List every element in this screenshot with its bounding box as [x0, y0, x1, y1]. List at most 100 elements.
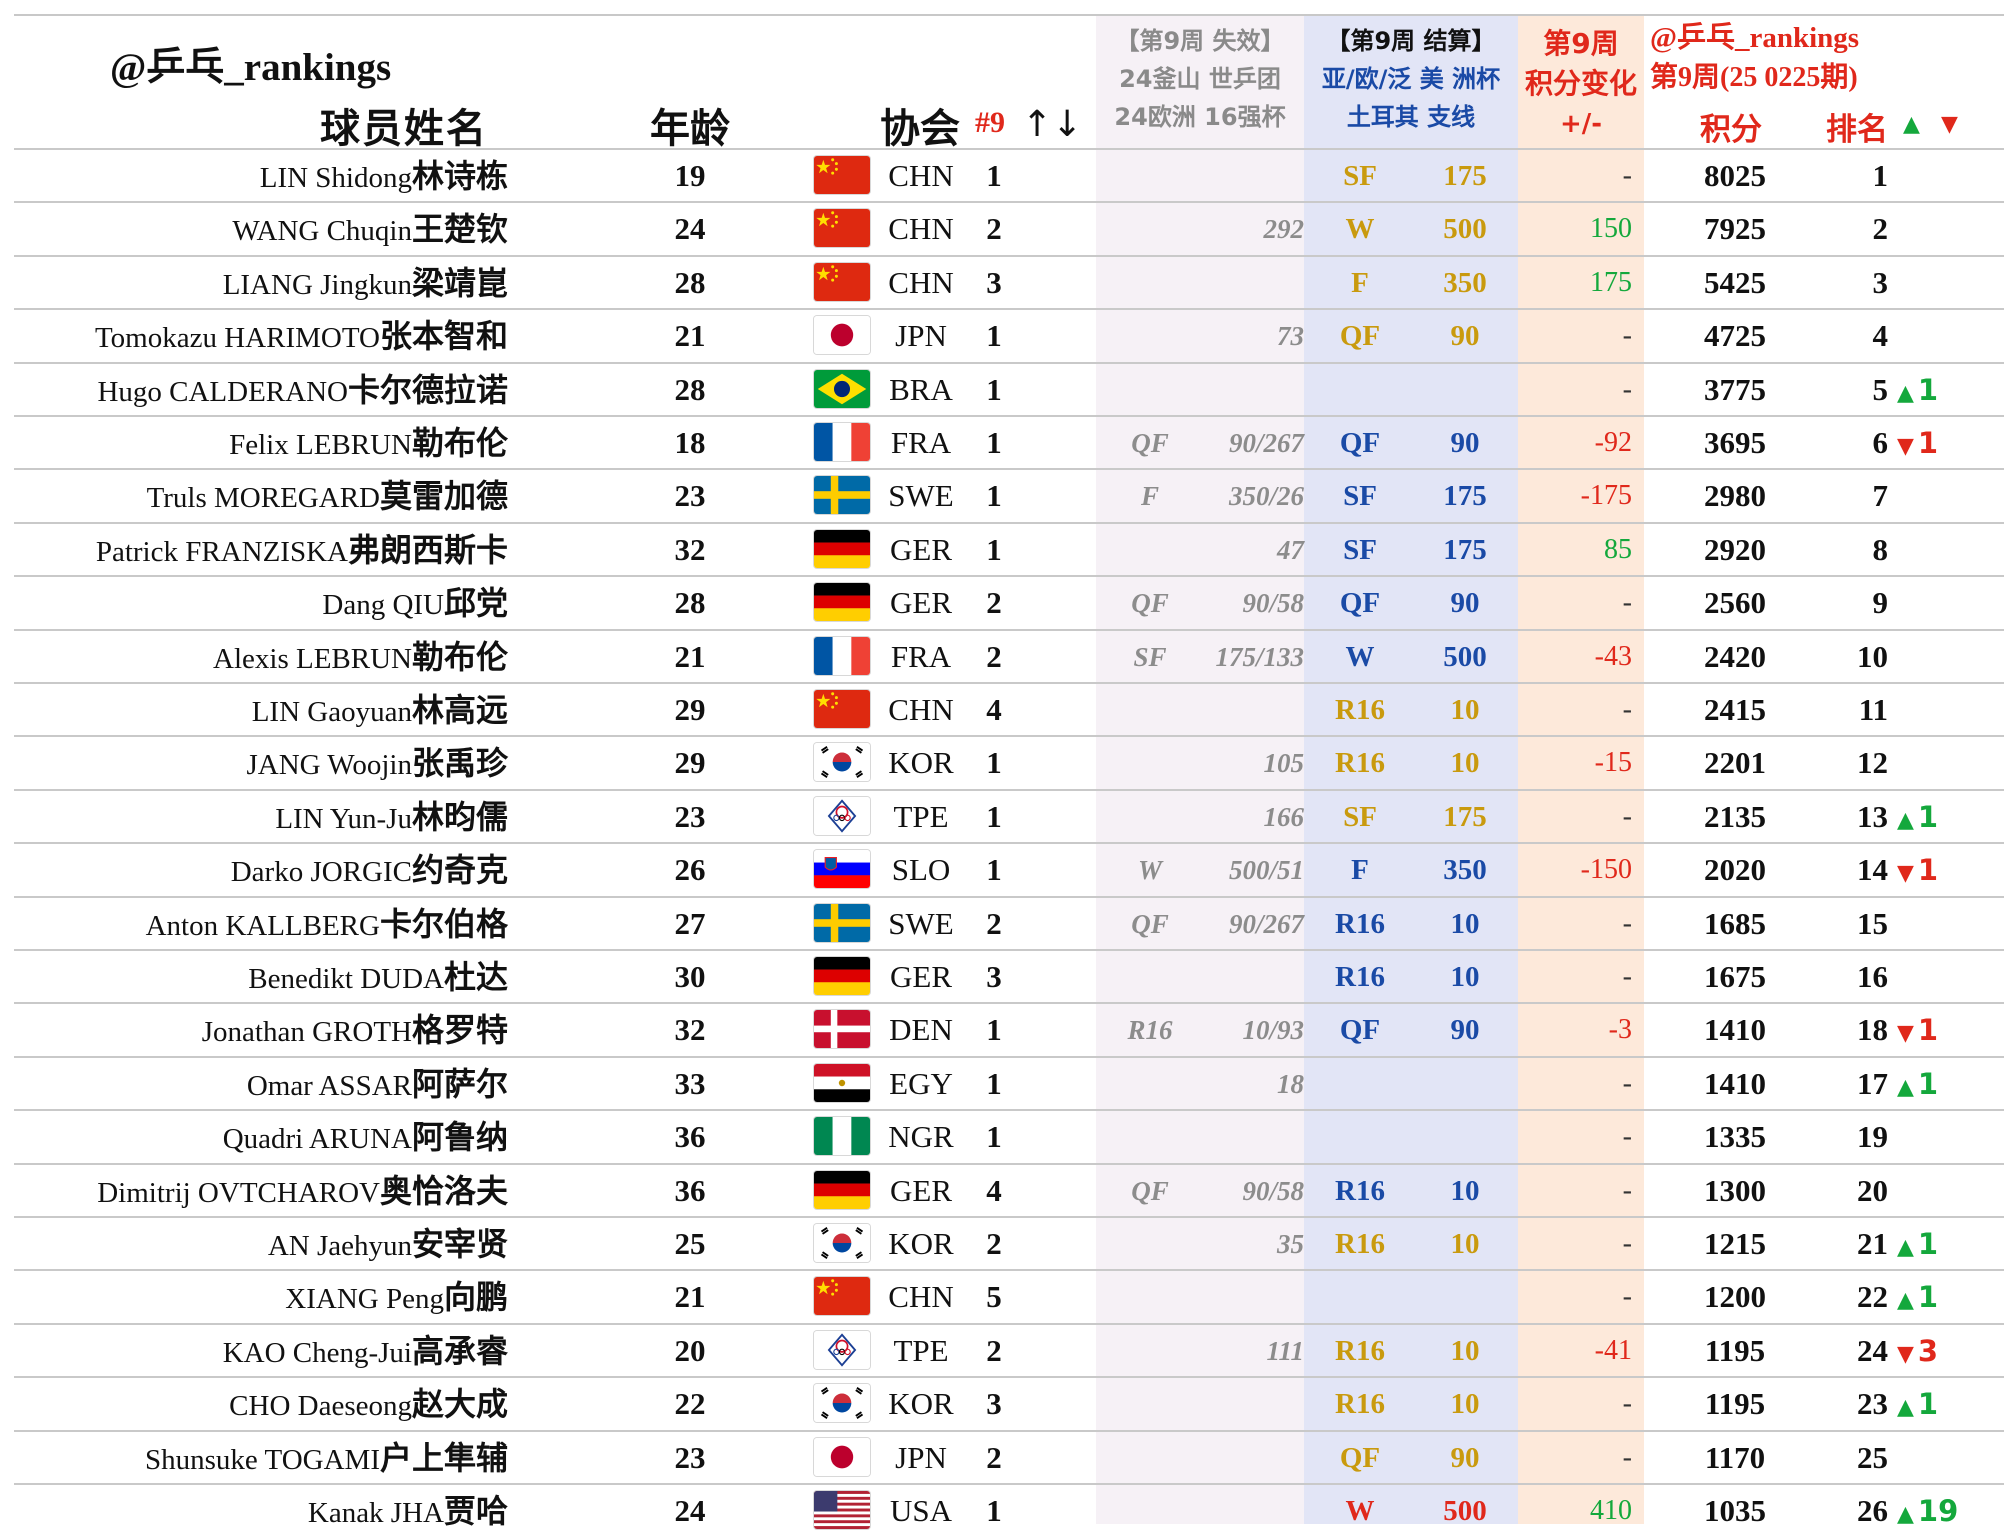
- sort-arrows-icon[interactable]: ↑↓: [1022, 104, 1083, 145]
- expired-points: [1188, 1436, 1304, 1480]
- table-row[interactable]: LIN Shidong林诗栋 19 CHN 1 SF 175 - 8025 1: [0, 148, 2015, 201]
- association-rank: 1: [986, 531, 1002, 567]
- tpe-flag-icon: [814, 1330, 870, 1369]
- settled-points: 10: [1450, 1334, 1480, 1367]
- total-points: 3695: [1704, 425, 1766, 460]
- table-row[interactable]: LIN Gaoyuan林高远 29 CHN 4 R16 10 - 2415 11: [0, 682, 2015, 735]
- player-name: Darko JORGIC约奇克: [231, 848, 508, 892]
- settled-round: W: [1345, 1495, 1375, 1527]
- total-points: 1675: [1704, 959, 1766, 994]
- total-points: 8025: [1704, 158, 1766, 193]
- player-age: 26: [674, 852, 706, 888]
- table-row[interactable]: Alexis LEBRUN勒布伦 21 FRA 2 SF 175/133 W 500 -43 24…: [0, 628, 2015, 682]
- rank-movement: ▲ 1: [1897, 368, 1997, 412]
- expired-points: 90/58: [1242, 1175, 1304, 1206]
- expired-points: 10/93: [1242, 1015, 1304, 1046]
- rank-movement-count: 1: [1917, 372, 1939, 407]
- expired-round: QF: [1131, 428, 1169, 458]
- player-age: 22: [674, 1386, 706, 1422]
- table-row[interactable]: Omar ASSAR阿萨尔 33 EGY 1 18-1410 17 ▲ 1: [0, 1055, 2015, 1109]
- table-row[interactable]: LIN Yun-Ju林昀儒 23 TPE 1 166 SF 175-2135 13 ▲ 1: [0, 788, 2015, 842]
- player-age: 36: [674, 1119, 706, 1155]
- world-rank: 7: [1872, 478, 1889, 514]
- world-rank: 13: [1857, 798, 1888, 834]
- expired-round: [1122, 528, 1178, 572]
- expired-points: [1188, 261, 1304, 305]
- table-row[interactable]: Patrick FRANZISKA弗朗西斯卡 32 GER 1 47 SF 175 85 292…: [0, 521, 2015, 575]
- world-rank: 19: [1857, 1119, 1888, 1155]
- association-rank: 4: [986, 692, 1002, 727]
- table-row[interactable]: Shunsuke TOGAMI户上隼辅 23 JPN 2 QF 90 - 1170 25: [0, 1429, 2015, 1483]
- rank-up-icon: ▲: [1897, 1235, 1914, 1260]
- player-name-english: Patrick FRANZISKA: [95, 535, 348, 568]
- association-rank: 1: [986, 1012, 1002, 1048]
- rank-movement: ▲ 1: [1897, 1062, 1997, 1106]
- settled-round: SF: [1343, 160, 1377, 192]
- player-name: Dang QIU邱党: [322, 581, 508, 625]
- player-name: KAO Cheng-Jui高承睿: [223, 1329, 508, 1373]
- rank-up-icon: ▲: [1897, 380, 1914, 406]
- total-points: 1035: [1704, 1493, 1766, 1528]
- association-rank: 1: [986, 425, 1002, 460]
- player-name-chinese: 邱党: [443, 584, 508, 623]
- expired-points: 18: [1277, 1068, 1304, 1099]
- settled-round: SF: [1343, 800, 1377, 833]
- settled-points: 175: [1443, 533, 1487, 566]
- player-name-english: Truls MOREGARD: [146, 482, 380, 515]
- world-rank: 2: [1872, 211, 1889, 247]
- table-row[interactable]: Hugo CALDERANO卡尔德拉诺 28 BRA 1-3775 5 ▲ 1: [0, 361, 2015, 415]
- settled-round: [1326, 1275, 1394, 1319]
- points-change: -: [1622, 1228, 1632, 1259]
- table-row[interactable]: Anton KALLBERG卡尔伯格 27 SWE 2 QF 90/267 R16 10 - 16…: [0, 895, 2015, 949]
- points-change: -: [1622, 694, 1632, 725]
- table-row[interactable]: Felix LEBRUN勒布伦 18 FRA 1 QF 90/267 QF 90 -92 3695…: [0, 415, 2015, 468]
- table-row[interactable]: Kanak JHA贾哈 24 USA 1 W 500 410 1035 26 ▲ 19: [0, 1483, 2015, 1536]
- player-age: 28: [674, 585, 706, 621]
- player-name: LIN Yun-Ju林昀儒: [275, 795, 508, 839]
- expired-points: 500/51: [1228, 855, 1304, 886]
- settled-points: 175: [1443, 160, 1487, 192]
- expired-round: [1122, 314, 1178, 358]
- world-rank: 23: [1857, 1386, 1888, 1422]
- settled-points: 90: [1450, 320, 1480, 353]
- points-change: -: [1622, 1281, 1632, 1313]
- association-code: CHN: [888, 1279, 954, 1315]
- table-row[interactable]: Jonathan GROTH格罗特 32 DEN 1 R16 10/93 QF 90 -3 141…: [0, 1002, 2015, 1055]
- player-age: 19: [674, 158, 706, 193]
- settled-round: R16: [1335, 1174, 1385, 1207]
- player-name-english: LIN Gaoyuan: [251, 696, 412, 728]
- table-row[interactable]: Darko JORGIC约奇克 26 SLO 1 W 500/51 F 350 -150 2020…: [0, 842, 2015, 895]
- table-row[interactable]: Quadri ARUNA阿鲁纳 36 NGR 1 - 1335 19: [0, 1109, 2015, 1162]
- expired-round: W: [1137, 855, 1162, 886]
- world-rank: 20: [1857, 1172, 1888, 1208]
- player-age: 20: [674, 1332, 706, 1368]
- table-row[interactable]: CHO Daeseong赵大成 22 KOR 3 R16 10-1195 23 ▲ 1: [0, 1376, 2015, 1429]
- expired-points: [1188, 154, 1304, 198]
- change-header-line2: 积分变化: [1524, 67, 1637, 100]
- world-rank: 22: [1857, 1279, 1888, 1315]
- table-row[interactable]: AN Jaehyun安宰贤 25 KOR 2 35 R16 10 - 1215 21 ▲ 1: [0, 1216, 2015, 1269]
- table-row[interactable]: Tomokazu HARIMOTO张本智和 21 JPN 1 73 QF 90 - 4725 4: [0, 308, 2015, 361]
- sort-label[interactable]: #9: [975, 106, 1005, 139]
- table-row[interactable]: Truls MOREGARD莫雷加德 23 SWE 1 F 350/26 SF 175 -175…: [0, 468, 2015, 521]
- rank-movement: ▲ 1: [1897, 795, 1997, 839]
- table-row[interactable]: LIANG Jingkun梁靖崑 28 CHN 3 F 350 175 5425 3: [0, 254, 2015, 308]
- association-code: SLO: [891, 852, 951, 888]
- table-row[interactable]: Dimitrij OVTCHAROV奥恰洛夫 36 GER 4 QF 90/58 R16 10…: [0, 1162, 2015, 1216]
- table-row[interactable]: JANG Woojin张禹珍 29 KOR 1 105 R16 10 -15 2201 12: [0, 735, 2015, 788]
- settled-points: 350: [1443, 266, 1487, 299]
- row-divider: [14, 1216, 2004, 1218]
- expired-header-line1: 【第9周 失效】: [1115, 27, 1285, 55]
- rank-down-icon: ▼: [1897, 434, 1914, 459]
- table-row[interactable]: Dang QIU邱党 28 GER 2 QF 90/58 QF 90 - 2560 9: [0, 575, 2015, 628]
- table-row[interactable]: KAO Cheng-Jui高承睿 20 TPE 2 111 R16 10 -41 1195 24 ▼…: [0, 1322, 2015, 1376]
- expired-round: [1122, 207, 1178, 251]
- table-row[interactable]: Benedikt DUDA杜达 30 GER 3 R16 10 - 1675 16: [0, 949, 2015, 1002]
- japan-flag-icon: [814, 1437, 870, 1476]
- table-row[interactable]: XIANG Peng向鹏 21 CHN 5-1200 22 ▲ 1: [0, 1269, 2015, 1322]
- table-row[interactable]: WANG Chuqin王楚钦 24 CHN 2 292 W 500 150 7925 2: [0, 201, 2015, 254]
- player-name: WANG Chuqin王楚钦: [232, 207, 508, 251]
- total-points: 5425: [1704, 264, 1766, 300]
- player-name-chinese: 卡尔伯格: [379, 904, 508, 943]
- association-rank: 5: [986, 1279, 1002, 1315]
